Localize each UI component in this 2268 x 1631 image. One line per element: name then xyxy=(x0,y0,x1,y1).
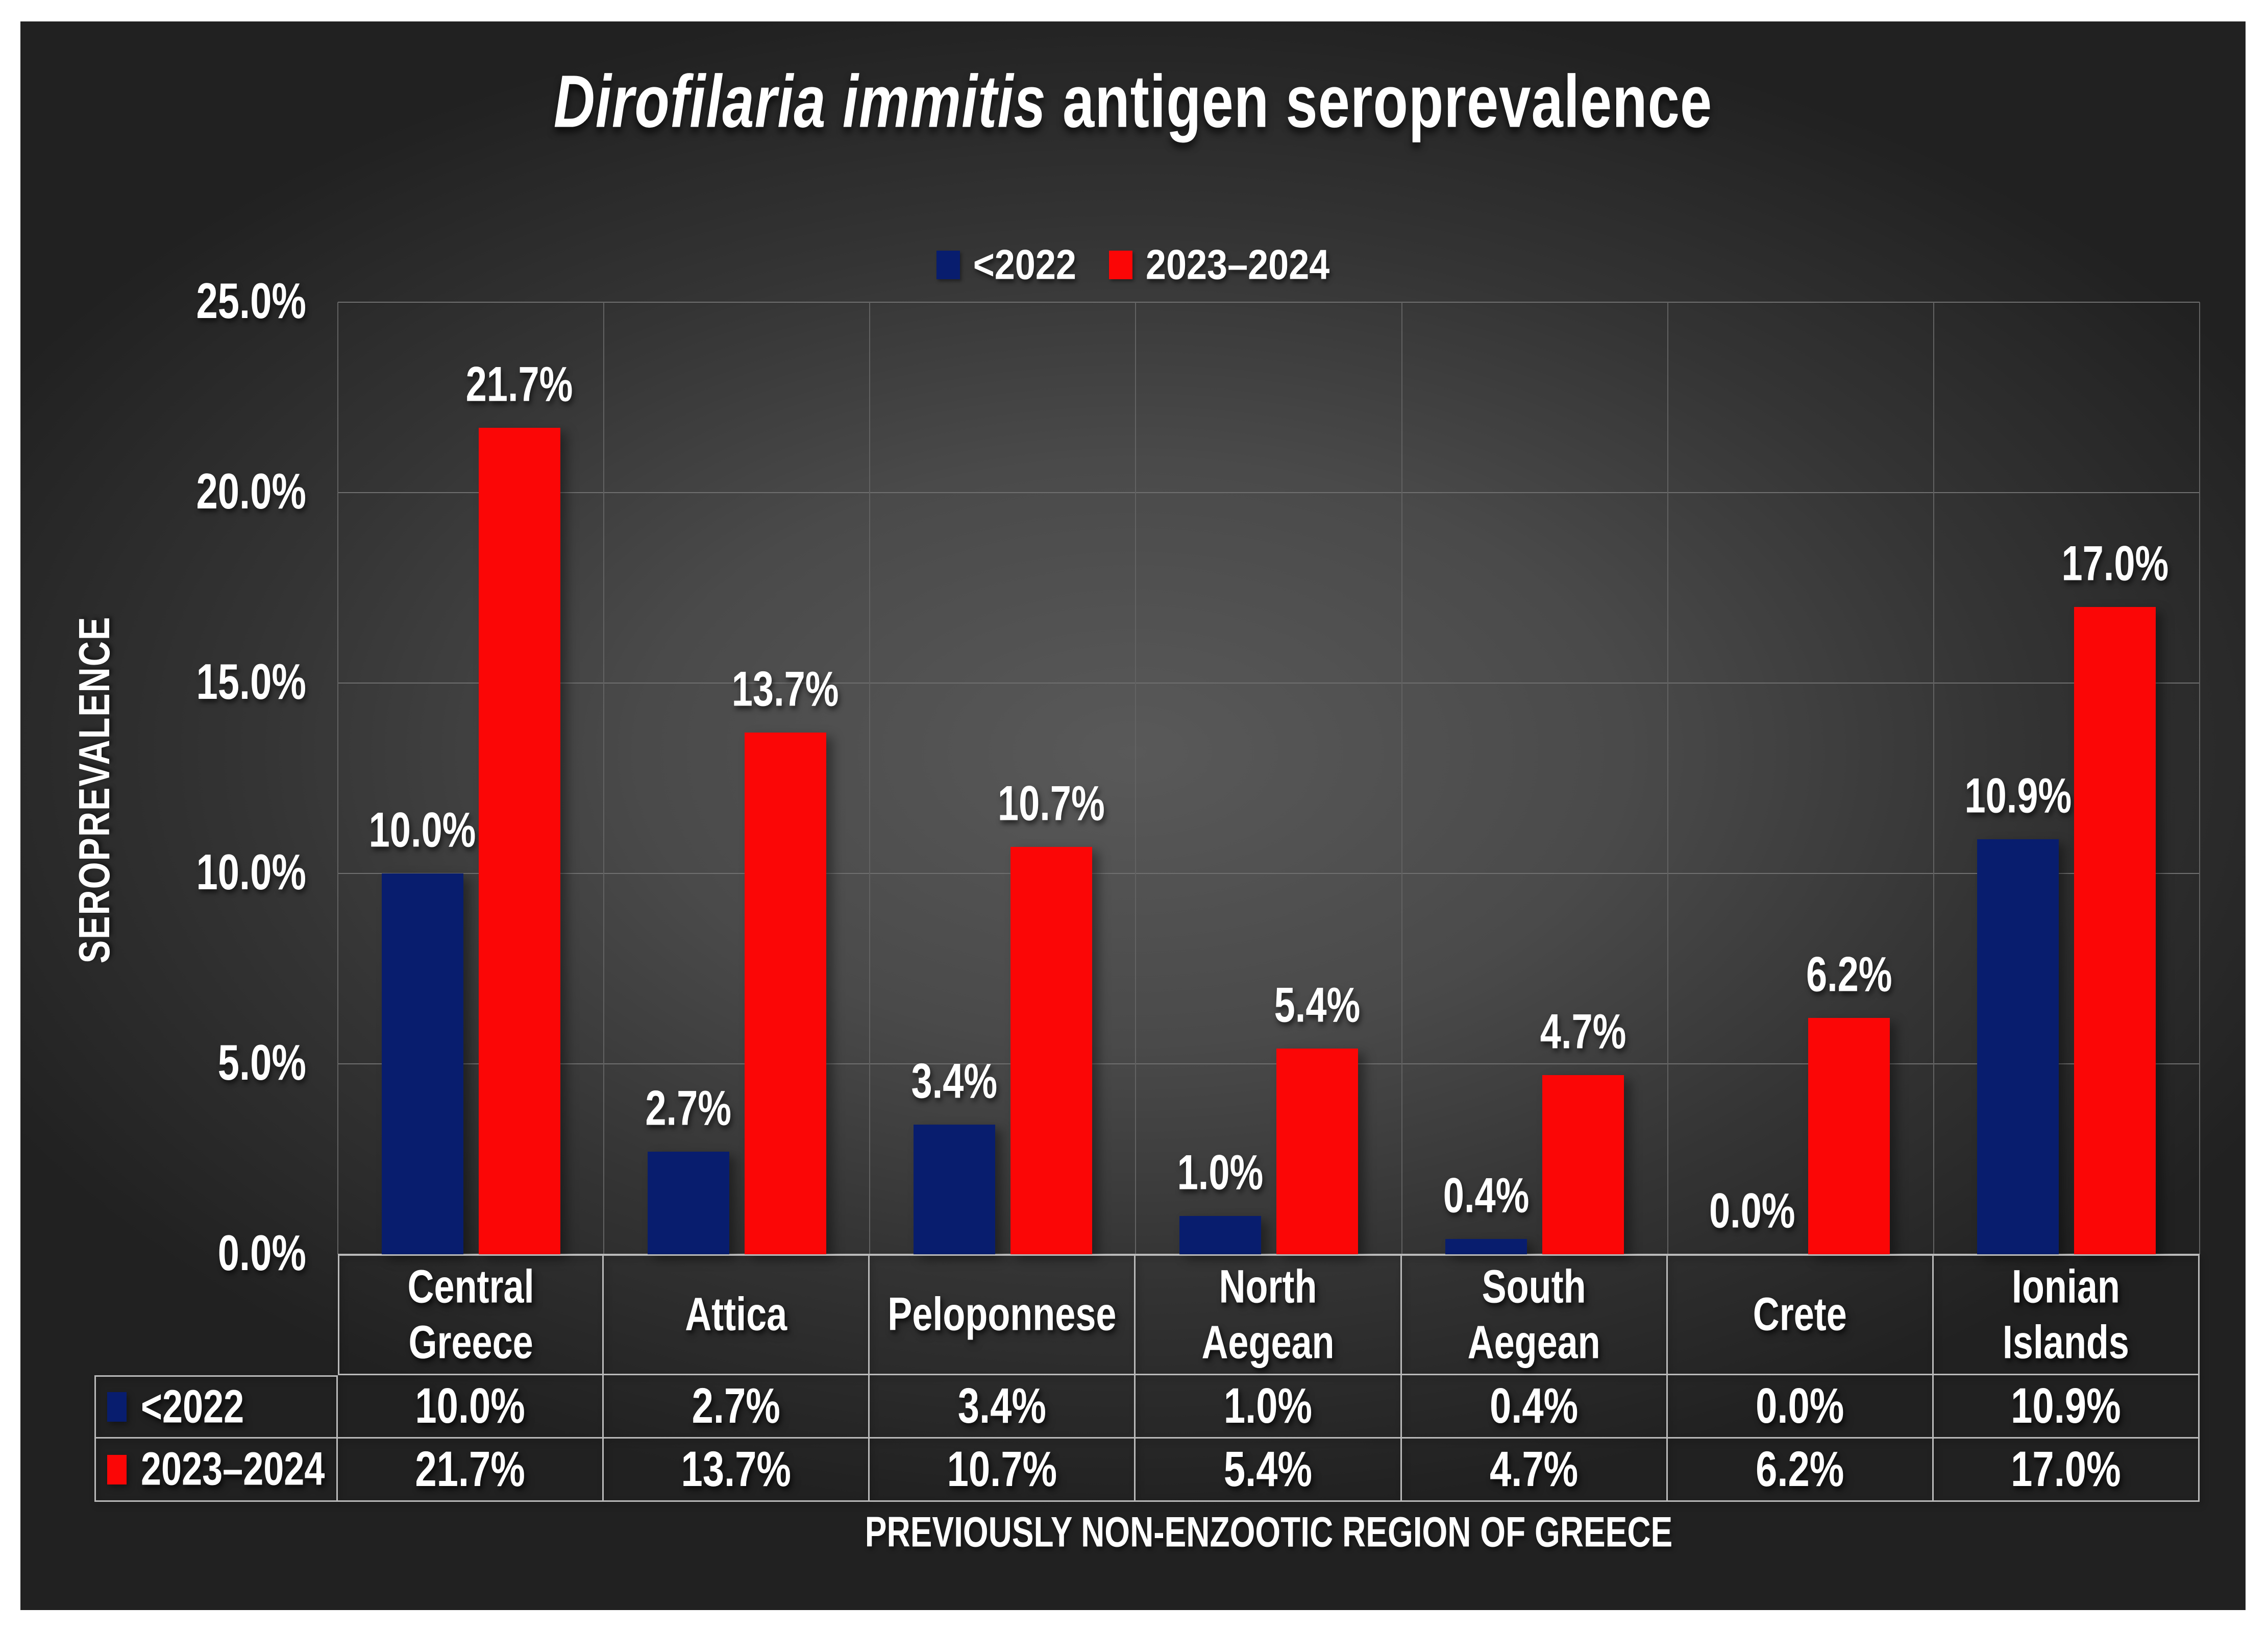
table-header-cell: Crete xyxy=(1667,1254,1934,1375)
bar-red-5 xyxy=(1808,1018,1890,1254)
bar-value-label: 6.2% xyxy=(1806,946,1892,1002)
table-value-cell: 6.2% xyxy=(1667,1439,1934,1502)
horizontal-gridline xyxy=(338,1063,2200,1064)
bar-value-label: 3.4% xyxy=(911,1053,998,1109)
bar-blue-6 xyxy=(1977,839,2059,1254)
y-axis-tick-label: 20.0% xyxy=(196,463,307,520)
y-axis-tick-label: 15.0% xyxy=(196,653,307,711)
bar-value-label: 2.7% xyxy=(645,1080,732,1136)
vertical-gridline xyxy=(1401,302,1402,1254)
legend-item: 2023–2024 xyxy=(1108,241,1330,288)
bar-value-label: 21.7% xyxy=(465,356,573,412)
bar-value-label: 17.0% xyxy=(2061,535,2169,591)
bar-value-label: 5.4% xyxy=(1274,977,1361,1033)
table-value-cell: 17.0% xyxy=(1933,1439,2200,1502)
table-value-cell: 10.9% xyxy=(1933,1375,2200,1439)
chart-title-regular-part: antigen seroprevalence xyxy=(1046,60,1713,143)
table-value-cell: 10.0% xyxy=(338,1375,604,1439)
vertical-gridline xyxy=(1933,302,1934,1254)
table-header-cell: South Aegean xyxy=(1401,1254,1668,1375)
table-value-cell: 13.7% xyxy=(604,1439,870,1502)
y-axis-tick-label: 5.0% xyxy=(217,1034,306,1091)
bar-value-label: 10.0% xyxy=(368,802,476,858)
y-axis-tick-label: 0.0% xyxy=(217,1225,306,1282)
vertical-gridline xyxy=(2199,302,2200,1254)
bar-red-2 xyxy=(1010,847,1092,1254)
horizontal-gridline xyxy=(338,492,2200,493)
legend-key-swatch xyxy=(936,251,960,279)
vertical-gridline xyxy=(1667,302,1668,1254)
table-value-cell: 21.7% xyxy=(338,1439,604,1502)
bar-value-label: 0.0% xyxy=(1709,1183,1795,1238)
table-legend-key-swatch xyxy=(107,1392,127,1422)
table-value-cell: 10.7% xyxy=(870,1439,1136,1502)
x-axis-title: PREVIOUSLY NON-ENZOOTIC REGION OF GREECE xyxy=(338,1508,2200,1556)
bar-red-0 xyxy=(478,428,560,1254)
vertical-gridline xyxy=(869,302,871,1254)
table-header-cell: Peloponnese xyxy=(870,1254,1136,1375)
table-value-cell: 1.0% xyxy=(1136,1375,1402,1439)
table-value-cell: 3.4% xyxy=(870,1375,1136,1439)
data-table: Central Greece Attica Peloponnese North Aeg… xyxy=(94,1254,2200,1502)
vertical-gridline xyxy=(1135,302,1137,1254)
legend-item-label: <2022 xyxy=(973,241,1076,288)
legend: <2022 2023–2024 xyxy=(20,241,2246,288)
bar-red-4 xyxy=(1542,1075,1624,1254)
table-legend-key-swatch xyxy=(107,1454,127,1484)
table-row-label: <2022 xyxy=(94,1375,338,1439)
bar-value-label: 0.4% xyxy=(1443,1167,1530,1223)
table-value-cell: 2.7% xyxy=(604,1375,870,1439)
bar-value-label: 13.7% xyxy=(731,661,839,717)
table-value-cell: 5.4% xyxy=(1136,1439,1402,1502)
plot-area: 10.0% 2.7% 3.4% 1.0% 0.4% 0.0% 10.9% 21.7% 13.7%… xyxy=(337,302,2200,1255)
table-header-cell: Attica xyxy=(604,1254,870,1375)
legend-item: <2022 xyxy=(936,241,1076,288)
bar-red-3 xyxy=(1276,1049,1358,1254)
bar-blue-0 xyxy=(381,873,463,1254)
table-header-cell: Ionian Islands xyxy=(1933,1254,2200,1375)
horizontal-gridline xyxy=(338,683,2200,684)
table-header-cell: North Aegean xyxy=(1136,1254,1402,1375)
table-row-label: 2023–2024 xyxy=(94,1439,338,1502)
vertical-gridline xyxy=(337,302,338,1254)
bar-blue-4 xyxy=(1445,1239,1527,1254)
bar-blue-1 xyxy=(647,1152,729,1254)
chart-panel: Dirofilaria immitis antigen seroprevalen… xyxy=(20,21,2246,1610)
bar-red-1 xyxy=(744,733,826,1254)
legend-key-swatch xyxy=(1108,251,1132,279)
bar-value-label: 1.0% xyxy=(1177,1145,1264,1200)
x-axis-title-text: PREVIOUSLY NON-ENZOOTIC REGION OF GREECE xyxy=(865,1508,1673,1556)
horizontal-gridline xyxy=(338,873,2200,874)
table-value-cell: 0.4% xyxy=(1401,1375,1668,1439)
table-value-cell: 0.0% xyxy=(1667,1375,1934,1439)
table-header-cell: Central Greece xyxy=(338,1254,604,1375)
y-axis-tick-label: 25.0% xyxy=(196,273,307,330)
bar-blue-3 xyxy=(1179,1216,1261,1254)
bar-value-label: 10.9% xyxy=(1964,768,2072,823)
bar-blue-2 xyxy=(913,1125,995,1254)
bar-red-6 xyxy=(2074,607,2156,1254)
table-corner-cell xyxy=(94,1254,338,1375)
table-value-cell: 4.7% xyxy=(1401,1439,1668,1502)
legend-item-label: 2023–2024 xyxy=(1145,241,1330,288)
vertical-gridline xyxy=(603,302,605,1254)
horizontal-gridline xyxy=(338,302,2200,303)
bar-value-label: 4.7% xyxy=(1540,1004,1626,1059)
bar-value-label: 10.7% xyxy=(997,775,1105,831)
chart-title: Dirofilaria immitis antigen seroprevalen… xyxy=(20,60,2246,143)
y-axis-tick-label: 10.0% xyxy=(196,844,307,901)
chart-title-italic-part: Dirofilaria immitis xyxy=(553,60,1046,143)
